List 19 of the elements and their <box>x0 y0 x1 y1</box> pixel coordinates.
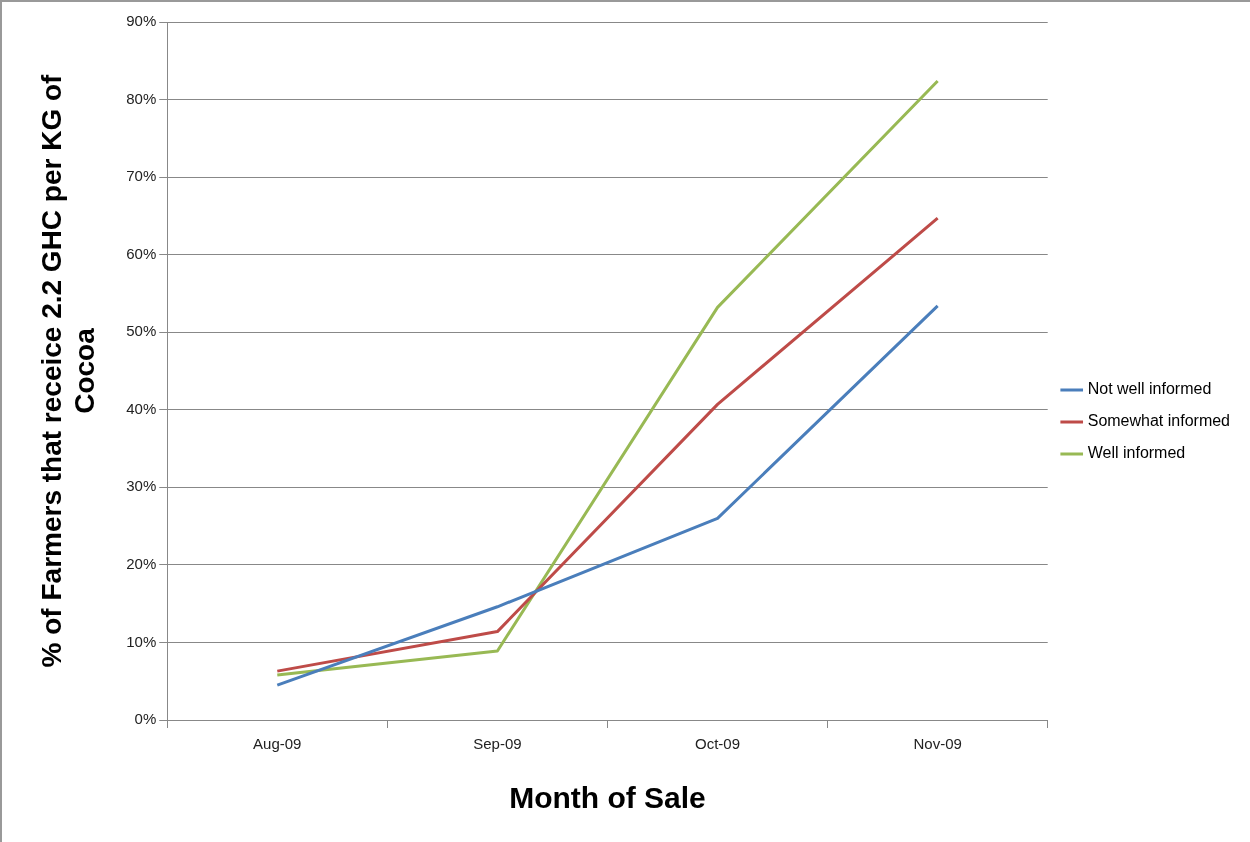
x-tick-label: Nov-09 <box>913 735 962 753</box>
legend-label: Somewhat informed <box>1087 412 1231 430</box>
y-tick-label: 80% <box>126 89 157 107</box>
x-tick-label: Aug-09 <box>253 735 302 753</box>
y-tick-label: 70% <box>126 167 157 185</box>
x-tick-label: Oct-09 <box>695 735 741 753</box>
x-axis-title: Month of Sale <box>509 781 706 815</box>
legend-label: Not well informed <box>1087 380 1212 398</box>
y-tick-label: 30% <box>126 477 157 495</box>
legend-label: Well informed <box>1087 444 1186 462</box>
y-tick-label: 40% <box>126 399 157 417</box>
x-tick-label: Sep-09 <box>473 735 522 753</box>
y-tick-label: 50% <box>126 322 157 340</box>
y-tick-label: 10% <box>126 632 157 650</box>
y-tick-label: 60% <box>126 244 157 262</box>
y-tick-label: 0% <box>134 710 157 728</box>
y-tick-label: 90% <box>126 12 157 30</box>
y-axis-title: % of Farmers that receice 2.2 GHC per KG of Cocoa <box>35 73 101 668</box>
y-tick-label: 20% <box>126 555 157 573</box>
